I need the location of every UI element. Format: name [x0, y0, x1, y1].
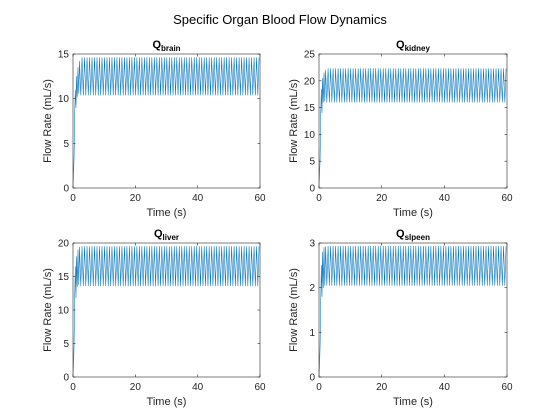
- chart-2-axes: 0 20 40 60 0 5 10 15 20 25 Time (s) Flow Rate (mL/s…: [288, 39, 513, 219]
- chart-4-xlabel: Time (s): [393, 396, 433, 408]
- chart-3-ytick-label-15: 15: [58, 272, 70, 283]
- chart-3-xtick-label-20: 20: [130, 382, 142, 393]
- figure-suptitle: Specific Organ Blood Flow Dynamics: [173, 12, 387, 27]
- chart-2-ytick-label-0: 0: [309, 184, 315, 195]
- chart-1-xtick-label-60: 60: [254, 193, 266, 204]
- chart-2-ytick-label-25: 25: [304, 50, 316, 61]
- chart-1-axes: 0 20 40 60 0 5 10 15 Time (s) Flow Rate (mL/s) Qbr…: [42, 39, 266, 219]
- chart-2-ytick-label-5: 5: [309, 157, 315, 168]
- chart-1-ytick-label-15: 15: [58, 50, 70, 61]
- chart-4-title: Qslpeen: [396, 228, 430, 242]
- chart-4-xtick-label-0: 0: [316, 382, 322, 393]
- chart-4-xtick-label-40: 40: [439, 382, 451, 393]
- chart-1-title-subscript: brain: [161, 44, 181, 53]
- chart-2-xtick-label-20: 20: [376, 193, 388, 204]
- chart-4-axes: 0 20 40 60 0 1 2 3 Time (s) Flow Rate (mL/s) Qslpe…: [288, 228, 513, 408]
- chart-2-xtick-label-0: 0: [316, 193, 322, 204]
- chart-1-xtick-label-40: 40: [192, 193, 204, 204]
- chart-4-title-main: Q: [396, 228, 405, 240]
- chart-3-ytick-label-5: 5: [63, 339, 69, 350]
- chart-3-ylabel: Flow Rate (mL/s): [42, 268, 54, 352]
- chart-2-title-subscript: kidney: [405, 44, 431, 53]
- chart-4-series-line-1: [318, 245, 507, 378]
- chart-2-ytick-label-10: 10: [304, 130, 316, 141]
- chart-3-title: Qliver: [154, 228, 179, 242]
- chart-1-ytick-label-0: 0: [63, 184, 69, 195]
- chart-3-xtick-label-60: 60: [254, 382, 266, 393]
- chart-3-title-main: Q: [154, 228, 163, 240]
- chart-3-title-subscript: liver: [163, 233, 179, 242]
- chart-1-series-line-1: [72, 57, 260, 189]
- chart-2-ytick-label-15: 15: [304, 103, 316, 114]
- chart-4-ytick-label-0: 0: [309, 373, 315, 384]
- chart-4-ylabel: Flow Rate (mL/s): [288, 268, 300, 352]
- chart-3-axes: 0 20 40 60 0 5 10 15 20 Time (s) Flow Rate (mL/s) Q…: [42, 228, 266, 408]
- chart-1-title-main: Q: [152, 39, 161, 51]
- chart-3-xlabel: Time (s): [147, 396, 187, 408]
- chart-3-xtick-label-40: 40: [192, 382, 204, 393]
- chart-3-ytick-label-0: 0: [63, 373, 69, 384]
- chart-2-xtick-label-60: 60: [501, 193, 513, 204]
- chart-4-ytick-label-1: 1: [309, 328, 315, 339]
- chart-1-ytick-label-10: 10: [58, 94, 70, 105]
- chart-1-ytick-label-5: 5: [63, 139, 69, 150]
- chart-2-ylabel: Flow Rate (mL/s): [288, 79, 300, 163]
- chart-3-series-line-1: [72, 246, 260, 378]
- chart-2-series-line-1: [318, 68, 507, 189]
- chart-4-plot-box: [318, 242, 508, 378]
- chart-2-xtick-label-40: 40: [439, 193, 451, 204]
- chart-2-ytick-label-20: 20: [304, 76, 316, 87]
- chart-3-ytick-label-10: 10: [58, 306, 70, 317]
- chart-4-xtick-label-20: 20: [376, 382, 388, 393]
- chart-1-plot-box: [72, 53, 261, 189]
- chart-1-ylabel: Flow Rate (mL/s): [42, 79, 54, 163]
- chart-2-title-main: Q: [396, 39, 405, 51]
- chart-3-ytick-label-20: 20: [58, 239, 70, 250]
- chart-4-xtick-label-60: 60: [501, 382, 513, 393]
- chart-1-title: Qbrain: [152, 39, 180, 53]
- chart-1-xlabel: Time (s): [147, 207, 187, 219]
- chart-2-xlabel: Time (s): [393, 207, 433, 219]
- chart-4-ytick-label-2: 2: [309, 283, 315, 294]
- chart-1-xtick-label-0: 0: [70, 193, 76, 204]
- chart-4-ytick-label-3: 3: [309, 239, 315, 250]
- chart-3-xtick-label-0: 0: [70, 382, 76, 393]
- chart-1-xtick-label-20: 20: [130, 193, 142, 204]
- chart-2-title: Qkidney: [396, 39, 430, 53]
- chart-4-title-subscript: slpeen: [405, 233, 430, 242]
